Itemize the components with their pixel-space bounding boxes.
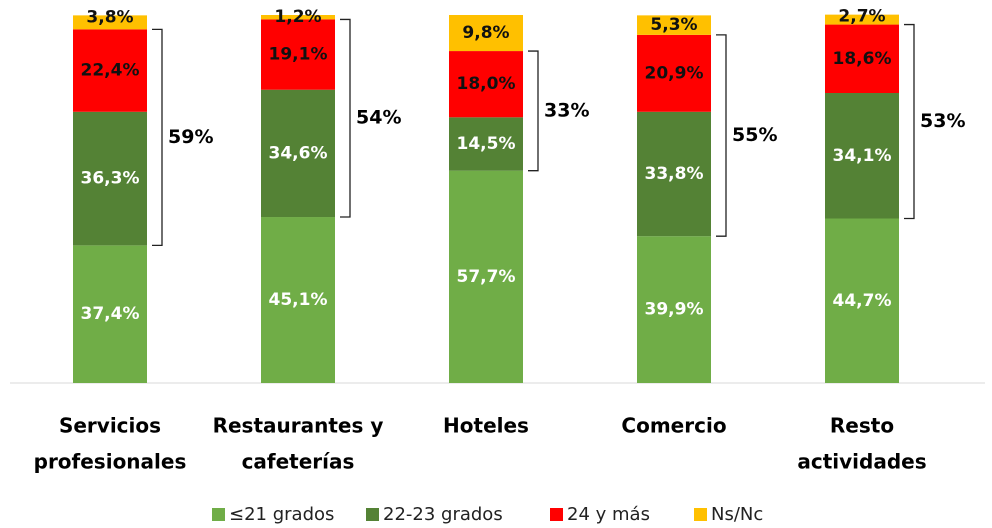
value-label: 34,1% bbox=[833, 146, 892, 166]
bar-segment bbox=[637, 236, 711, 383]
bar-segment bbox=[825, 218, 899, 383]
bracket bbox=[716, 34, 727, 237]
value-label: 5,3% bbox=[650, 15, 697, 35]
x-tick-label: actividades bbox=[797, 450, 926, 474]
value-label: 36,3% bbox=[81, 169, 140, 189]
value-label: 33,8% bbox=[645, 164, 704, 184]
value-label: 18,0% bbox=[457, 74, 516, 94]
x-tick-label: cafeterías bbox=[242, 450, 355, 474]
bar-segment bbox=[73, 29, 147, 112]
value-label: 39,9% bbox=[645, 300, 704, 320]
bar-segment bbox=[261, 15, 335, 20]
bracket-label: 55% bbox=[732, 124, 777, 146]
value-label: 3,8% bbox=[86, 7, 133, 27]
value-label: 19,1% bbox=[269, 45, 328, 65]
bar-segment bbox=[449, 15, 523, 52]
legend-swatch bbox=[366, 508, 379, 521]
value-label: 45,1% bbox=[269, 290, 328, 310]
bar-segment bbox=[825, 24, 899, 94]
x-tick-label: Hoteles bbox=[443, 414, 529, 438]
value-label: 44,7% bbox=[833, 291, 892, 311]
bracket-label: 59% bbox=[168, 126, 213, 148]
x-tick-label: Comercio bbox=[621, 414, 726, 438]
bracket bbox=[528, 50, 539, 172]
bar-segment bbox=[825, 93, 899, 219]
x-tick-label: Resto bbox=[830, 414, 894, 438]
x-tick-label: Restaurantes y bbox=[213, 414, 384, 438]
bracket-label: 54% bbox=[356, 107, 401, 129]
bar-segment bbox=[825, 14, 899, 25]
bracket-label: 33% bbox=[544, 99, 589, 121]
value-label: 34,6% bbox=[269, 143, 328, 163]
bracket bbox=[340, 18, 351, 218]
bar-segment bbox=[637, 111, 711, 237]
legend-label: Ns/Nc bbox=[711, 504, 763, 525]
bracket bbox=[152, 28, 163, 247]
bar-segment bbox=[261, 19, 335, 90]
value-label: 2,7% bbox=[838, 7, 885, 27]
bar-segment bbox=[73, 111, 147, 246]
bracket bbox=[904, 23, 915, 220]
value-label: 9,8% bbox=[462, 23, 509, 43]
value-label: 57,7% bbox=[457, 267, 516, 287]
bracket-label: 53% bbox=[920, 110, 965, 132]
bar-segment bbox=[449, 117, 523, 171]
legend-label: ≤21 grados bbox=[229, 504, 334, 525]
value-label: 18,6% bbox=[833, 49, 892, 69]
bar-segment bbox=[449, 51, 523, 118]
bar-segment bbox=[73, 245, 147, 383]
value-label: 22,4% bbox=[81, 61, 140, 81]
bar-segment bbox=[73, 15, 147, 30]
x-tick-label: profesionales bbox=[34, 450, 187, 474]
bar-segment bbox=[449, 170, 523, 383]
bar-segment bbox=[261, 89, 335, 218]
legend-swatch bbox=[212, 508, 225, 521]
value-label: 37,4% bbox=[81, 304, 140, 324]
legend-label: 22-23 grados bbox=[383, 504, 503, 525]
bar-segment bbox=[261, 217, 335, 383]
value-label: 20,9% bbox=[645, 63, 704, 83]
bar-segment bbox=[637, 34, 711, 112]
value-label: 14,5% bbox=[457, 134, 516, 154]
bar-segment bbox=[637, 15, 711, 35]
legend-swatch bbox=[550, 508, 563, 521]
legend-label: 24 y más bbox=[567, 504, 650, 525]
x-tick-label: Servicios bbox=[59, 414, 161, 438]
legend-swatch bbox=[694, 508, 707, 521]
value-label: 1,2% bbox=[274, 7, 321, 27]
